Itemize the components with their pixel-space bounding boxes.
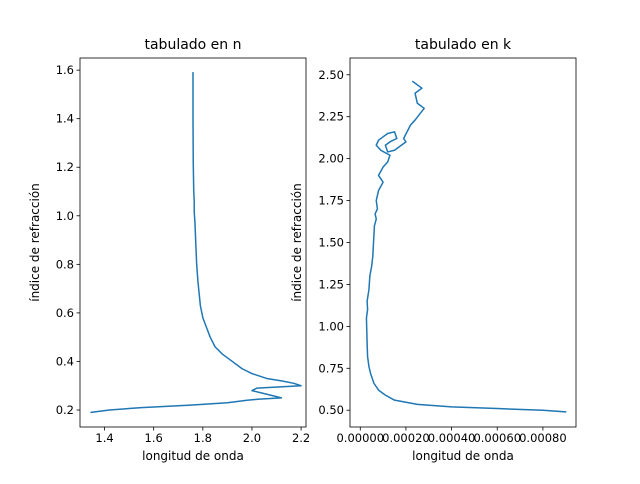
x-axis-label: longitud de onda — [412, 449, 514, 463]
y-tick-label: 0.2 — [56, 403, 74, 417]
x-tick-label: 1.6 — [145, 431, 163, 445]
x-tick-label: 1.8 — [194, 431, 212, 445]
x-tick-label: 0.00040 — [428, 431, 476, 445]
y-tick-label: 0.50 — [318, 403, 344, 417]
y-tick-label: 0.8 — [56, 257, 74, 271]
x-axis-label: longitud de onda — [142, 449, 244, 463]
y-tick-label: 1.50 — [318, 236, 344, 250]
series-line-0 — [90, 71, 302, 414]
y-tick-label: 0.6 — [56, 306, 74, 320]
y-tick-label: 1.2 — [56, 160, 74, 174]
series-line-0 — [365, 80, 567, 413]
y-tick-label: 1.25 — [318, 277, 344, 291]
y-tick-label: 1.6 — [56, 63, 74, 77]
axes-frame — [79, 57, 307, 428]
y-tick-label: 1.00 — [318, 319, 344, 333]
x-tick-label: 1.4 — [95, 431, 113, 445]
y-tick-label: 0.4 — [56, 354, 74, 368]
panel-title: tabulado en k — [415, 37, 512, 53]
y-tick-label: 1.75 — [318, 194, 344, 208]
y-tick-label: 2.25 — [318, 110, 344, 124]
y-tick-label: 1.0 — [56, 209, 74, 223]
x-tick-label: 0.00020 — [382, 431, 430, 445]
x-tick-label: 2.0 — [243, 431, 261, 445]
y-tick-label: 1.4 — [56, 112, 74, 126]
x-tick-label: 0.00060 — [473, 431, 521, 445]
y-tick-label: 2.50 — [318, 68, 344, 82]
axes-frame — [349, 57, 577, 428]
x-tick-label: 0.00000 — [336, 431, 384, 445]
x-tick-label: 2.2 — [292, 431, 310, 445]
y-axis-label: índice de refracción — [28, 183, 42, 302]
y-tick-label: 2.00 — [318, 152, 344, 166]
panel-tabulado-n: 1.4 1.6 1.8 2.0 2.2 0.2 0.4 0.6 0.8 1.0 1.2 1.4 1.6 t… — [28, 37, 310, 463]
y-tick-label: 0.75 — [318, 361, 344, 375]
panel-title: tabulado en n — [144, 37, 241, 53]
x-tick-label: 0.00080 — [519, 431, 567, 445]
y-axis-label: índice de refracción — [290, 183, 304, 302]
